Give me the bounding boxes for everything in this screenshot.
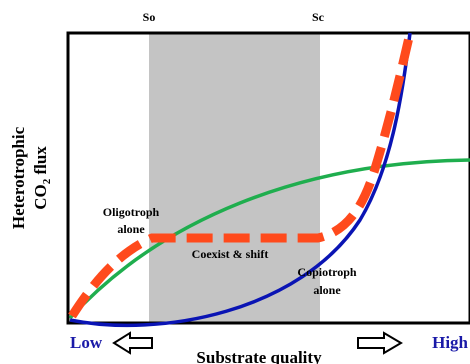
coexist-label: Coexist & shift [192,247,269,261]
coexist-band [149,33,320,323]
plot-frame [66,31,470,325]
combined-dashed-curve [68,31,415,319]
copiotroph-label: Copiotroph [297,265,356,279]
oligotroph-label: Oligotroph [103,205,160,219]
y-axis-title-line1: Heterotrophic [9,126,28,229]
x-axis-high-label: High [432,333,468,352]
copiotroph-label-line2: alone [313,283,341,297]
oligotroph-curve [68,158,470,320]
left-arrow-icon [112,331,153,355]
y-axis-title: Heterotrophic CO2 flux [9,126,53,229]
x-axis-title: Substrate quality [196,348,322,364]
copiotroph-curve [69,32,412,328]
x-axis-low-label: Low [70,333,103,352]
right-arrow-icon [357,331,403,355]
y-axis-title-line2: CO2 flux [31,146,53,210]
so-marker-label: So [143,10,156,24]
oligotroph-label-line2: alone [117,222,145,236]
sc-marker-label: Sc [312,10,325,24]
